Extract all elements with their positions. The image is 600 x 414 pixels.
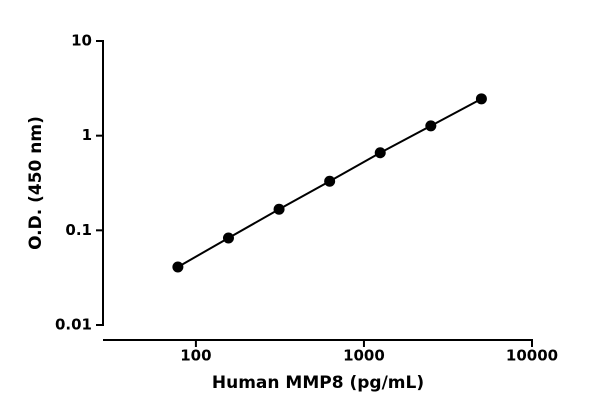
y-axis-title: O.D. (450 nm) [26,116,46,250]
data-point [273,203,285,215]
x-tick-label: 100 [180,347,211,365]
data-point [425,120,437,132]
data-point [222,232,234,244]
data-point [324,175,336,187]
data-point [374,147,386,159]
data-point [172,261,184,273]
y-tick-label: 0.01 [55,316,92,334]
data-point [475,93,487,105]
x-tick-label: 10000 [506,347,558,365]
x-axis-title: Human MMP8 (pg/mL) [212,373,424,393]
y-tick-label: 10 [71,32,92,50]
x-tick-label: 1000 [343,347,385,365]
y-tick-label: 0.1 [65,221,92,239]
y-tick-label: 1 [82,126,92,144]
